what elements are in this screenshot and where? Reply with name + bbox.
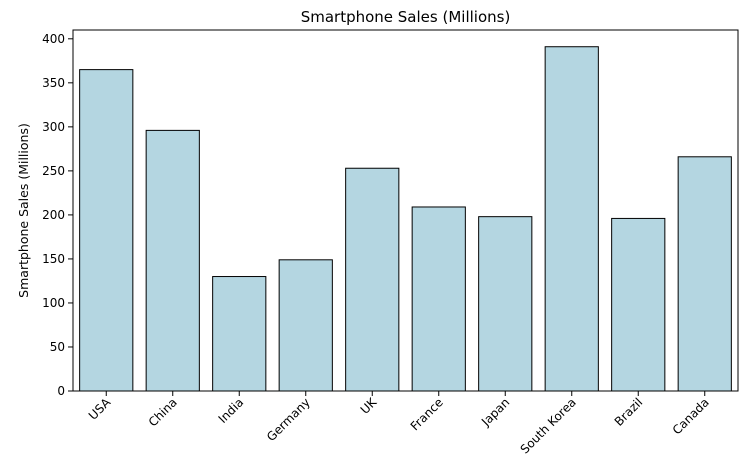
chart-title: Smartphone Sales (Millions): [301, 8, 511, 26]
bar-germany: [278, 259, 333, 392]
x-tick-label: China: [146, 395, 180, 429]
x-tick-label: France: [408, 395, 446, 433]
x-tick-label: Germany: [264, 395, 313, 444]
y-tick-label: 150: [42, 252, 65, 266]
bar-india: [212, 276, 267, 392]
x-tick-label: South Korea: [518, 395, 579, 456]
bar-france: [411, 206, 466, 392]
x-tick-label: Brazil: [612, 395, 646, 429]
y-tick-label: 400: [42, 32, 65, 46]
bar-china: [145, 129, 200, 392]
bar-japan: [478, 216, 533, 392]
y-tick-label: 300: [42, 120, 65, 134]
bar-brazil: [611, 217, 666, 392]
x-tick-label: Japan: [478, 395, 512, 429]
bar-usa: [79, 69, 134, 392]
x-tick-label: UK: [358, 394, 380, 416]
bar-south-korea: [544, 46, 599, 392]
y-axis-label: Smartphone Sales (Millions): [16, 123, 31, 298]
x-axis-ticks: USA China India Germany UK France Japan South K…: [86, 391, 712, 457]
y-tick-label: 50: [50, 340, 65, 354]
x-tick-label: India: [216, 395, 247, 426]
y-tick-label: 200: [42, 208, 65, 222]
bar-uk: [345, 167, 400, 392]
x-tick-label: Canada: [670, 395, 712, 437]
y-tick-label: 350: [42, 76, 65, 90]
y-tick-label: 250: [42, 164, 65, 178]
y-tick-label: 100: [42, 296, 65, 310]
bars-group: [79, 46, 732, 392]
y-tick-label: 0: [57, 384, 65, 398]
x-tick-label: USA: [86, 395, 114, 423]
y-axis-ticks: 0 50 100 150 200 250 300 350 400: [42, 32, 73, 398]
bar-canada: [677, 156, 732, 392]
plot-frame: [72, 29, 739, 392]
